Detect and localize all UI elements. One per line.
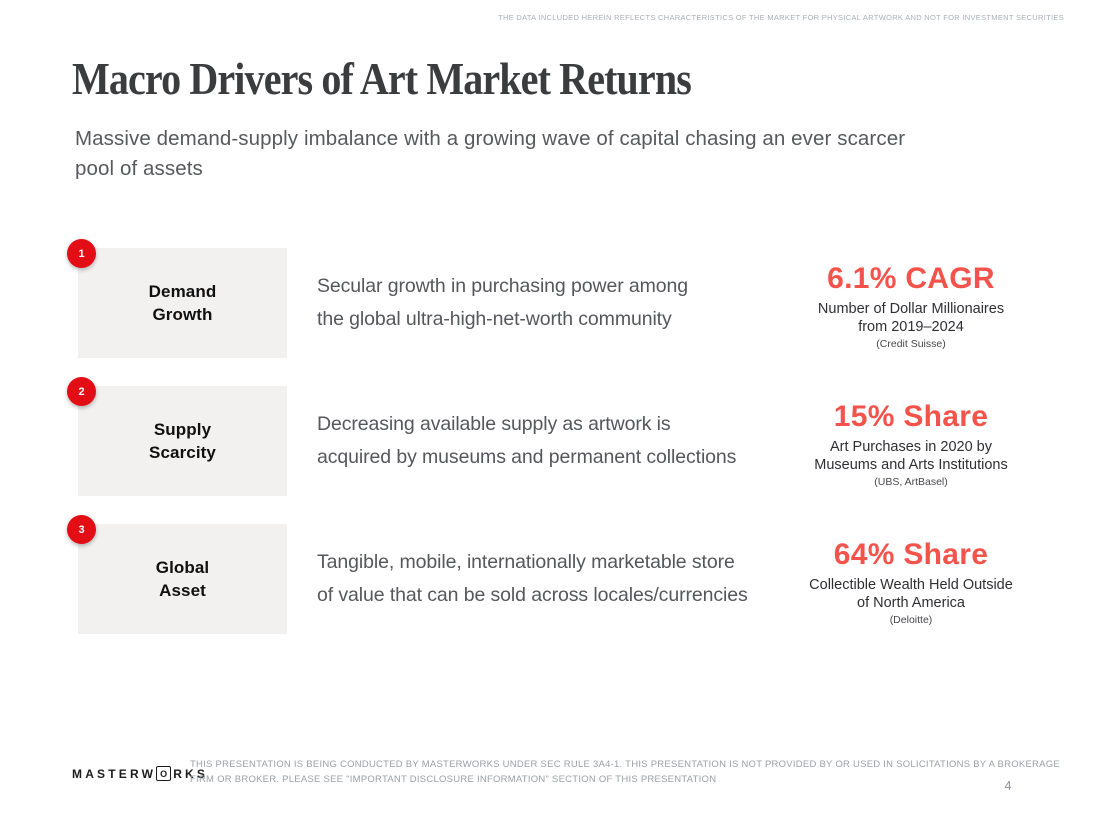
footer-disclaimer-line: THIS PRESENTATION IS BEING CONDUCTED BY … (190, 759, 1060, 770)
stat-description-line: Number of Dollar Millionaires (817, 301, 1005, 317)
driver-description: Tangible, mobile, internationally market… (317, 546, 748, 612)
driver-row-global-asset: 3 Global Asset Tangible, mobile, interna… (66, 515, 1098, 634)
driver-description: Decreasing available supply as artwork i… (317, 408, 736, 474)
logo-text: RKS (173, 766, 209, 781)
driver-label-line: Growth (152, 305, 213, 324)
stat-block: 64% Share Collectible Wealth Held Outsid… (736, 538, 1086, 626)
stat-block: 6.1% CAGR Number of Dollar Millionaires … (736, 262, 1086, 350)
driver-box: Global Asset (78, 524, 287, 634)
stat-source: (UBS, ArtBasel) (874, 476, 948, 488)
stat-description: Art Purchases in 2020 by Museums and Art… (736, 439, 1086, 474)
driver-description: Secular growth in purchasing power among… (317, 270, 688, 336)
logo-text: MASTERW (72, 766, 157, 781)
stat-description-line: of North America (857, 594, 965, 611)
number-badge: 1 (67, 239, 96, 268)
footer-disclaimer: THIS PRESENTATION IS BEING CONDUCTED BY … (190, 757, 1090, 787)
driver-label-line: Demand (148, 282, 217, 301)
number-badge: 3 (67, 515, 96, 544)
stat-value: 15% Share (833, 400, 989, 433)
stat-description-line: from 2019–2024 (858, 318, 964, 335)
driver-label-line: Scarcity (149, 443, 216, 462)
page-number: 4 (1004, 779, 1012, 793)
stat-source: (Deloitte) (889, 614, 933, 626)
stat-description-line: Art Purchases in 2020 by (829, 439, 992, 455)
driver-description-line: Tangible, mobile, internationally market… (317, 551, 735, 573)
driver-box: Demand Growth (78, 248, 287, 358)
stat-description: Number of Dollar Millionaires from 2019–… (736, 301, 1086, 336)
stat-source: (Credit Suisse) (876, 338, 946, 350)
page-title: Macro Drivers of Art Market Returns (72, 53, 692, 104)
subtitle-line: pool of assets (75, 157, 203, 180)
driver-description-line: the global ultra-high-net-worth communit… (317, 308, 672, 330)
driver-description-line: of value that can be sold across locales… (317, 584, 748, 606)
stat-description-line: Museums and Arts Institutions (814, 456, 1008, 473)
driver-label-line: Global (155, 558, 210, 577)
footer-disclaimer-line: FIRM OR BROKER. PLEASE SEE "IMPORTANT DI… (190, 774, 717, 785)
stat-description: Collectible Wealth Held Outside of North… (736, 577, 1086, 612)
masterworks-logo: MASTERW O RKS (72, 766, 208, 781)
driver-row-demand-growth: 1 Demand Growth Secular growth in purcha… (66, 239, 1098, 358)
stat-block: 15% Share Art Purchases in 2020 by Museu… (736, 400, 1086, 488)
driver-description-line: Decreasing available supply as artwork i… (317, 413, 671, 435)
number-badge: 2 (67, 377, 96, 406)
top-disclaimer: THE DATA INCLUDED HEREIN REFLECTS CHARAC… (498, 13, 1064, 22)
driver-description-line: Secular growth in purchasing power among (317, 275, 689, 297)
subtitle: Massive demand-supply imbalance with a g… (75, 124, 905, 184)
driver-label-line: Supply (153, 420, 212, 439)
driver-label-line: Asset (159, 581, 206, 600)
stat-value: 6.1% CAGR (827, 262, 995, 295)
stat-value: 64% Share (833, 538, 989, 571)
driver-box: Supply Scarcity (78, 386, 287, 496)
driver-description-line: acquired by museums and permanent collec… (317, 446, 737, 468)
subtitle-line: Massive demand-supply imbalance with a g… (75, 127, 906, 150)
logo-o-icon: O (156, 766, 172, 781)
stat-description-line: Collectible Wealth Held Outside (809, 577, 1013, 593)
driver-row-supply-scarcity: 2 Supply Scarcity Decreasing available s… (66, 377, 1098, 496)
